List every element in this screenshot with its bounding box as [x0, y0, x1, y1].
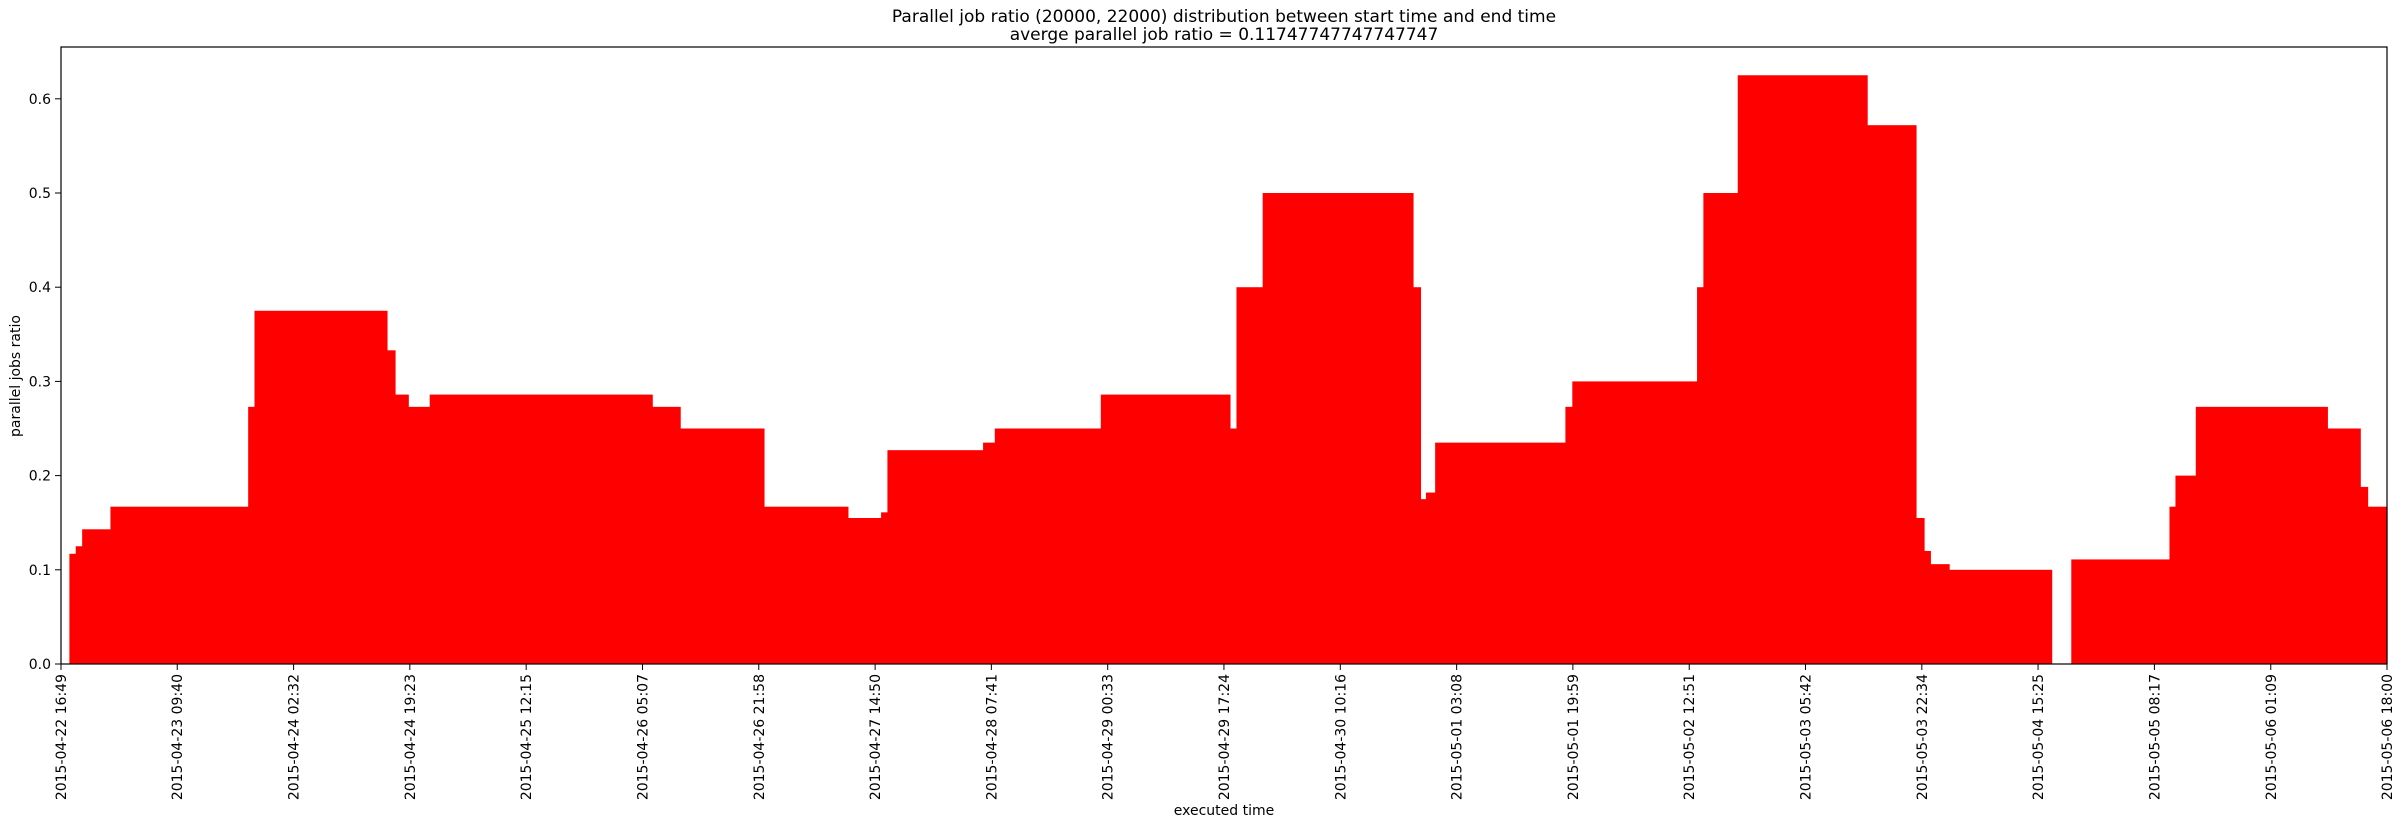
y-tick-label: 0.6	[29, 92, 51, 108]
area-step-40	[2175, 475, 2197, 664]
x-tick-label: 2015-04-27 14:50	[868, 674, 884, 800]
area-step-9	[408, 406, 431, 664]
area-step-13	[763, 506, 849, 664]
x-tick-label: 2015-05-06 01:09	[2264, 674, 2280, 800]
x-tick-label: 2015-04-30 10:16	[1333, 674, 1349, 800]
area-step-33	[1915, 517, 1925, 664]
chart-subtitle: averge parallel job ratio = 0.1174774774…	[1010, 25, 1439, 45]
x-tick-label: 2015-05-01 19:59	[1566, 674, 1582, 800]
area-step-7	[386, 350, 396, 664]
area-step-18	[994, 428, 1102, 664]
y-axis: 0.0 0.1 0.2 0.3 0.4 0.5 0.6	[29, 92, 61, 673]
x-tick-label: 2015-04-25 12:15	[519, 674, 535, 800]
x-tick-label: 2015-05-02 12:51	[1682, 674, 1698, 800]
area-step-32	[1867, 125, 1917, 664]
area-step-39	[2169, 506, 2177, 664]
x-tick-label: 2015-05-03 05:42	[1798, 674, 1814, 800]
y-tick-label: 0.3	[29, 374, 51, 390]
area-step-16	[887, 450, 984, 664]
area-step-25	[1425, 492, 1436, 664]
area-step-17	[983, 442, 996, 664]
area-step-14	[847, 517, 882, 664]
area-step-4	[110, 506, 249, 664]
x-axis: 2015-04-22 16:49 2015-04-23 09:40 2015-04-…	[54, 664, 2396, 800]
area-step-36	[1949, 569, 2053, 664]
area-step-24	[1420, 499, 1427, 664]
area-step-43	[2360, 486, 2369, 664]
area-step-8	[394, 394, 409, 664]
area-step-27	[1565, 406, 1573, 664]
x-tick-label: 2015-04-29 00:33	[1101, 674, 1117, 800]
y-tick-label: 0.1	[29, 563, 51, 579]
x-tick-label: 2015-04-23 09:40	[170, 674, 186, 800]
area-step-10	[429, 394, 653, 664]
area-step-5	[248, 406, 256, 664]
area-step-11	[652, 406, 681, 664]
x-tick-label: 2015-04-22 16:49	[54, 674, 70, 800]
area-step-38	[2071, 559, 2171, 664]
y-tick-label: 0.0	[29, 657, 51, 673]
area-step-21	[1236, 287, 1264, 664]
area-step-3	[82, 529, 112, 664]
x-tick-label: 2015-05-06 18:00	[2380, 674, 2396, 800]
area-fill-layer	[69, 75, 2388, 665]
area-step-1	[69, 553, 77, 664]
area-step-42	[2327, 428, 2361, 664]
x-tick-label: 2015-04-26 21:58	[752, 674, 768, 800]
y-tick-label: 0.2	[29, 469, 51, 485]
chart-title: Parallel job ratio (20000, 22000) distri…	[892, 7, 1556, 27]
area-step-28	[1572, 381, 1698, 664]
x-tick-label: 2015-05-05 08:17	[2147, 674, 2163, 800]
area-step-20	[1229, 428, 1238, 664]
x-tick-label: 2015-05-03 22:34	[1915, 674, 1931, 800]
area-step-22	[1262, 193, 1414, 664]
area-step-30	[1703, 193, 1739, 664]
area-step-29	[1697, 287, 1704, 664]
x-axis-label: executed time	[1174, 803, 1274, 819]
area-step-41	[2195, 406, 2328, 664]
area-step-34	[1924, 550, 1931, 664]
area-step-12	[680, 428, 765, 664]
y-tick-label: 0.5	[29, 186, 51, 202]
x-tick-label: 2015-04-24 19:23	[403, 674, 419, 800]
area-step-31	[1737, 75, 1868, 665]
x-tick-label: 2015-05-04 15:25	[2031, 674, 2047, 800]
area-step-2	[75, 546, 83, 664]
area-step-15	[881, 512, 889, 664]
y-tick-label: 0.4	[29, 280, 51, 296]
x-tick-label: 2015-05-01 03:08	[1450, 674, 1466, 800]
area-step-6	[254, 310, 388, 664]
area-step-44	[2367, 506, 2388, 664]
x-tick-label: 2015-04-24 02:32	[287, 674, 303, 800]
area-step-26	[1435, 442, 1567, 664]
area-step-35	[1930, 564, 1950, 664]
x-tick-label: 2015-04-29 17:24	[1217, 674, 1233, 800]
x-tick-label: 2015-04-26 05:07	[636, 674, 652, 800]
area-step-19	[1100, 394, 1231, 664]
area-step-23	[1412, 287, 1422, 664]
x-tick-label: 2015-04-28 07:41	[984, 674, 1000, 800]
y-axis-label: parallel jobs ratio	[8, 315, 24, 437]
